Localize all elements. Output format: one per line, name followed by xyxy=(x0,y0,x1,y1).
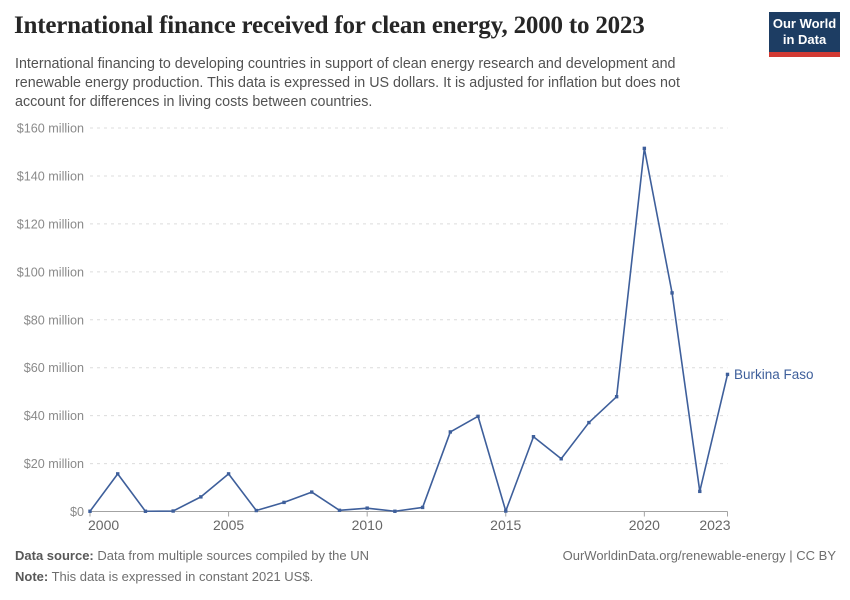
x-tick-label: 2000 xyxy=(88,517,119,533)
data-point[interactable] xyxy=(393,509,397,513)
data-point[interactable] xyxy=(282,500,286,505)
data-source-label: Data source: xyxy=(15,548,94,563)
data-point[interactable] xyxy=(642,146,647,151)
data-point[interactable] xyxy=(559,457,563,461)
chart-footer: Data source: Data from multiple sources … xyxy=(0,542,850,600)
y-tick-label: $80 million xyxy=(24,313,84,327)
x-tick-label: 2015 xyxy=(490,517,521,533)
y-tick-label: $140 million xyxy=(17,169,84,183)
x-tick-label: 2023 xyxy=(699,517,730,533)
data-point[interactable] xyxy=(725,372,730,377)
note-text: This data is expressed in constant 2021 … xyxy=(48,569,314,584)
data-point[interactable] xyxy=(171,509,175,513)
series-label-burkina-faso[interactable]: Burkina Faso xyxy=(734,367,814,382)
x-tick-label: 2010 xyxy=(352,517,383,533)
data-point[interactable] xyxy=(504,509,508,513)
y-tick-label: $160 million xyxy=(17,122,84,136)
data-point[interactable] xyxy=(420,505,425,510)
owid-logo-line1: Our World xyxy=(772,16,837,31)
data-point[interactable] xyxy=(365,506,369,510)
y-tick-label: $40 million xyxy=(24,409,84,423)
owid-logo-line2: in Data xyxy=(782,32,827,47)
owid-logo[interactable]: Our World in Data xyxy=(769,12,840,57)
data-source-line: Data source: Data from multiple sources … xyxy=(15,548,369,563)
data-point[interactable] xyxy=(116,472,120,476)
data-point[interactable] xyxy=(337,508,342,513)
data-point[interactable] xyxy=(531,435,536,439)
data-point[interactable] xyxy=(587,420,591,425)
data-point[interactable] xyxy=(88,509,92,513)
data-point[interactable] xyxy=(448,430,453,434)
note-line: Note: This data is expressed in constant… xyxy=(15,569,313,584)
x-tick-label: 2005 xyxy=(213,517,244,533)
data-point[interactable] xyxy=(476,414,480,419)
data-point[interactable] xyxy=(310,490,314,494)
data-source-text: Data from multiple sources compiled by t… xyxy=(93,548,370,563)
page-title: International finance received for clean… xyxy=(14,12,645,39)
data-line-burkina-faso[interactable] xyxy=(89,147,729,513)
data-point[interactable] xyxy=(698,489,702,494)
data-point[interactable] xyxy=(226,472,231,476)
data-point[interactable] xyxy=(670,291,674,295)
y-tick-label: $120 million xyxy=(17,217,84,231)
data-point[interactable] xyxy=(143,509,148,513)
chart-subtitle: International financing to developing co… xyxy=(15,56,680,110)
y-tick-label: $20 million xyxy=(24,457,84,471)
credit-link[interactable]: OurWorldinData.org/renewable-energy | CC… xyxy=(562,548,836,563)
data-point[interactable] xyxy=(254,508,259,513)
y-tick-label: $0 xyxy=(70,505,84,519)
x-tick-label: 2020 xyxy=(629,517,660,533)
y-tick-label: $60 million xyxy=(24,361,84,375)
data-point[interactable] xyxy=(199,495,203,499)
y-tick-label: $100 million xyxy=(17,265,84,279)
data-point[interactable] xyxy=(614,394,619,399)
note-label: Note: xyxy=(15,569,49,584)
